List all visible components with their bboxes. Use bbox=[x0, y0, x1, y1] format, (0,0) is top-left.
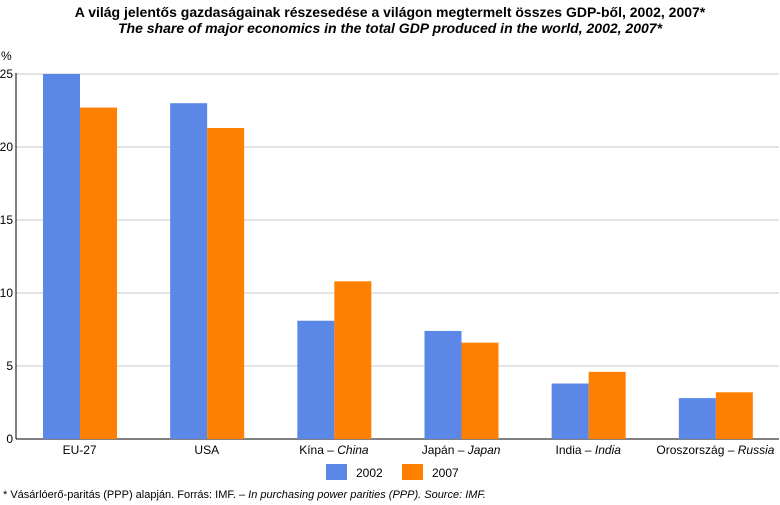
bar-2002 bbox=[170, 103, 208, 439]
bar-2007 bbox=[715, 392, 753, 439]
bar-chart: 0 5 10 15 20 25% EU-27 USA Kína – China Japán – J… bbox=[0, 49, 779, 480]
bar-2007 bbox=[207, 128, 245, 439]
chart-title: A világ jelentős gazdaságainak részesedé… bbox=[74, 4, 706, 20]
bar-2007 bbox=[80, 107, 117, 439]
footnote-hu: * Vásárlóerő-paritás (PPP) alapján. Forr… bbox=[3, 489, 249, 501]
y-axis-label: % bbox=[1, 49, 12, 63]
x-tick-label: Japán – Japan bbox=[422, 443, 501, 457]
bar-2002 bbox=[678, 398, 716, 439]
footnote: * Vásárlóerő-paritás (PPP) alapján. Forr… bbox=[3, 489, 486, 501]
bar-2002 bbox=[424, 330, 462, 439]
bar-2007 bbox=[461, 342, 499, 439]
legend-label: 2007 bbox=[432, 466, 459, 480]
x-tick-label: Oroszország – Russia bbox=[656, 443, 774, 457]
footnote-en: In purchasing power parities (PPP). Sour… bbox=[248, 489, 486, 501]
legend-swatch-2007 bbox=[402, 464, 423, 480]
bar-2002 bbox=[297, 320, 335, 439]
legend-swatch-2002 bbox=[326, 464, 347, 480]
x-tick-label: India – India bbox=[556, 443, 622, 457]
y-tick-label: 10 bbox=[0, 286, 13, 300]
legend-label: 2002 bbox=[356, 466, 383, 480]
y-tick-label: 25 bbox=[0, 67, 13, 81]
bar-2002 bbox=[551, 383, 589, 439]
y-tick-label: 15 bbox=[0, 213, 13, 227]
bar-2007 bbox=[334, 281, 372, 439]
x-tick-label: Kína – China bbox=[299, 443, 369, 457]
bar-2007 bbox=[588, 371, 626, 439]
bar-2002 bbox=[43, 74, 80, 439]
y-tick-label: 0 bbox=[6, 432, 13, 446]
x-tick-label: USA bbox=[194, 443, 219, 457]
y-tick-label: 20 bbox=[0, 140, 13, 154]
chart-subtitle: The share of major economics in the tota… bbox=[117, 20, 663, 36]
x-tick-label: EU-27 bbox=[63, 443, 97, 457]
y-tick-label: 5 bbox=[6, 359, 13, 373]
